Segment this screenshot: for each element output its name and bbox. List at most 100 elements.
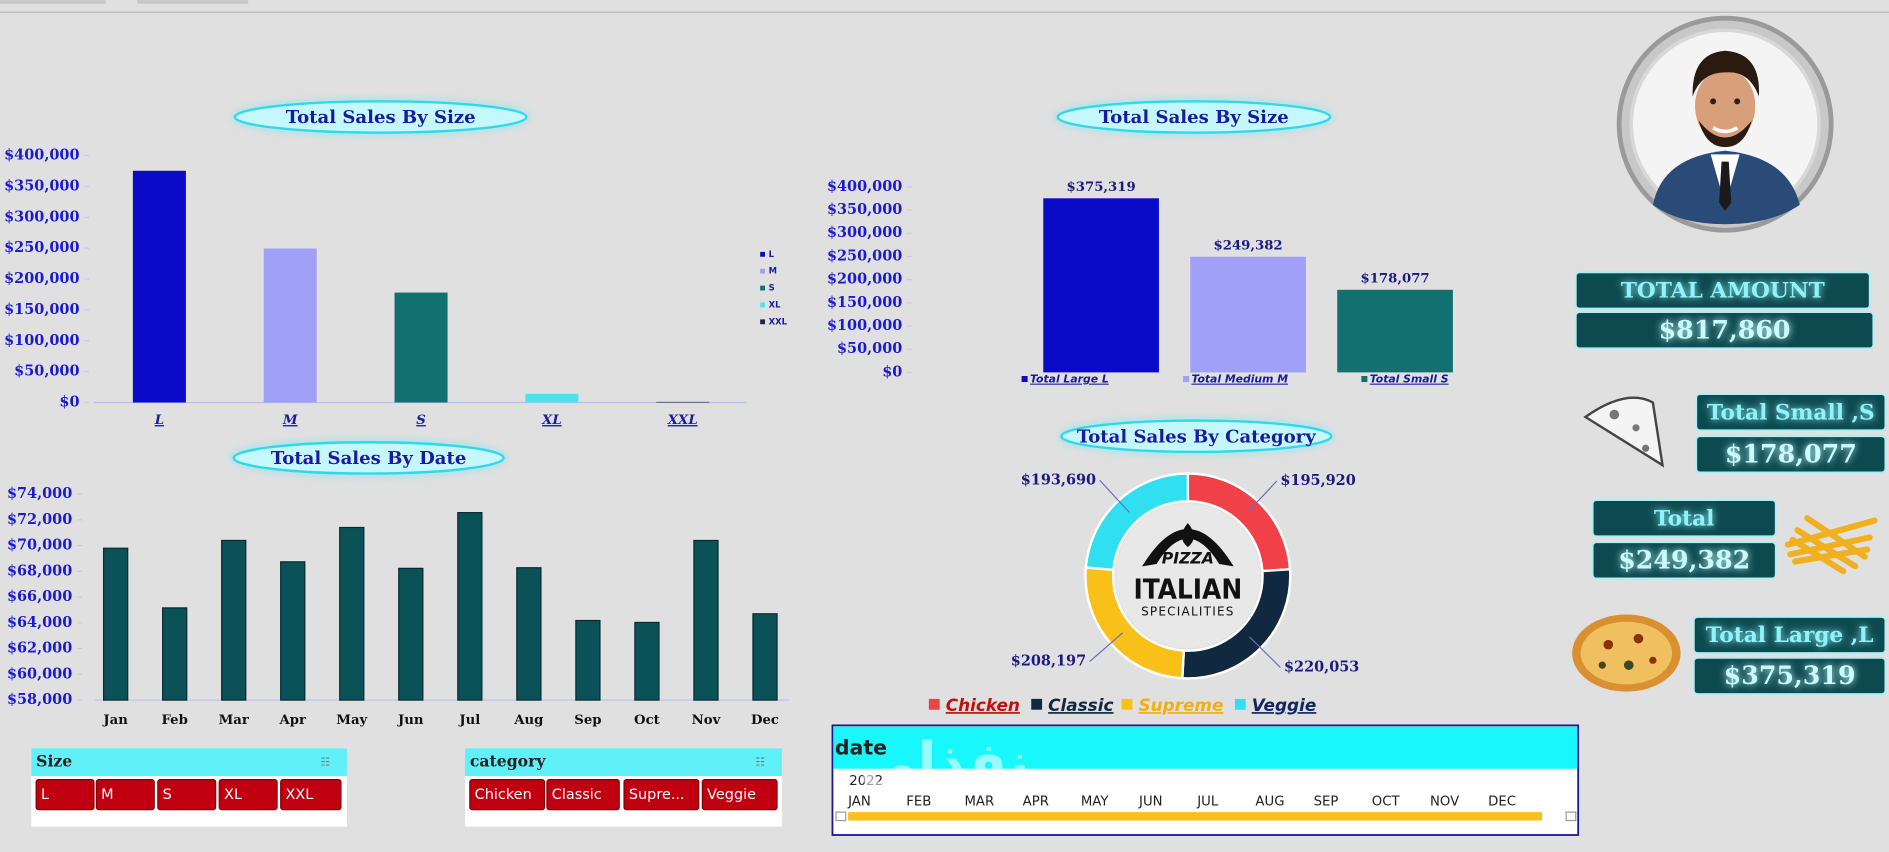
y-tick-label: $300,000 — [4, 208, 79, 225]
x-tick-label: Aug — [513, 713, 543, 728]
y-tick-label: $400,000 — [827, 178, 902, 195]
slicer-button-label[interactable]: Chicken — [475, 787, 532, 803]
y-tick-label: $400,000 — [4, 147, 79, 164]
bar — [162, 607, 188, 701]
timeline-month[interactable]: MAR — [964, 794, 994, 809]
logo-text: PIZZA — [1162, 549, 1214, 568]
slicer-button-label[interactable]: L — [41, 787, 49, 803]
slicer-button[interactable] — [280, 778, 342, 811]
y-tick-label: $350,000 — [827, 201, 902, 218]
timeline-month[interactable]: OCT — [1372, 794, 1401, 809]
sheet-tab[interactable] — [137, 0, 249, 4]
y-tick-label: $50,000 — [837, 340, 902, 357]
kpi-label: Total Large ,L — [1706, 623, 1874, 648]
x-tick-label: Mar — [219, 713, 250, 728]
timeline-month[interactable]: MAY — [1081, 794, 1109, 809]
y-tick-label: $200,000 — [4, 270, 79, 287]
legend-swatch — [760, 302, 765, 308]
legend-swatch — [1183, 376, 1190, 383]
timeline-month[interactable]: JAN — [847, 794, 871, 809]
kpi-label: Total Small ,S — [1707, 400, 1875, 425]
kpi-card — [1695, 435, 1887, 474]
legend-label: Total Medium M — [1191, 373, 1288, 386]
bar — [263, 248, 317, 403]
x-tick-label: L — [154, 413, 164, 428]
x-tick-label: S — [416, 413, 426, 428]
pizza-icon — [1572, 614, 1681, 692]
slicer-button-label[interactable]: XXL — [286, 787, 314, 803]
chart-title: Total Sales By Date — [271, 448, 466, 469]
slicer-filter-icon[interactable]: ☷ — [320, 756, 330, 769]
timeline-month[interactable]: NOV — [1430, 794, 1459, 809]
slicer-button-label[interactable]: M — [101, 787, 113, 803]
kpi-card — [1574, 271, 1871, 310]
timeline-scroll[interactable] — [835, 811, 847, 822]
slicer-button-label[interactable]: XL — [224, 787, 242, 803]
timeline-month[interactable]: DEC — [1488, 794, 1516, 809]
logo-arch — [1142, 529, 1234, 567]
slicer-header — [465, 748, 782, 776]
timeline-month[interactable]: FEB — [906, 794, 931, 809]
logo-text: SPECIALITIES — [1141, 605, 1235, 619]
x-tick-label: XL — [541, 413, 562, 428]
slicer-button-label[interactable]: Veggie — [707, 787, 756, 803]
x-tick-label: Oct — [634, 713, 661, 728]
x-tick-label: Jul — [458, 713, 480, 728]
slicer-button-label[interactable]: S — [163, 787, 172, 803]
y-tick-label: $0 — [59, 394, 79, 411]
slicer-button[interactable] — [623, 778, 700, 811]
kpi-card — [1591, 499, 1777, 538]
timeline-scroll[interactable] — [1565, 811, 1577, 822]
slicer-button[interactable] — [35, 778, 95, 811]
y-tick-label: $250,000 — [827, 247, 902, 264]
timeline-month[interactable]: JUN — [1138, 794, 1163, 809]
slicer-button[interactable] — [701, 778, 778, 811]
kpi-card — [1692, 616, 1887, 654]
y-tick-label: $250,000 — [4, 239, 79, 256]
legend-swatch — [1031, 698, 1043, 710]
kpi-card — [1695, 393, 1887, 432]
kpi-label: Total — [1654, 506, 1714, 531]
x-tick-label: Sep — [574, 713, 601, 728]
legend-swatch — [1021, 376, 1028, 383]
slicer-button[interactable] — [157, 778, 217, 811]
timeline-month[interactable]: AUG — [1255, 794, 1284, 809]
x-tick-label: Feb — [161, 713, 187, 728]
legend-label: Chicken — [946, 695, 1020, 715]
y-tick-label: $60,000 — [7, 665, 72, 682]
slicer-button[interactable] — [218, 778, 278, 811]
kpi-card — [1574, 311, 1875, 350]
logo-bg — [1115, 503, 1261, 649]
y-tick-label: $68,000 — [7, 562, 72, 579]
legend-swatch — [1234, 698, 1246, 710]
slicer-button-label[interactable]: Supre... — [629, 787, 685, 803]
slicer-filter-icon[interactable]: ☷ — [755, 756, 765, 769]
pizza-slice-icon — [1583, 396, 1665, 468]
kpi-label: TOTAL AMOUNT — [1621, 279, 1825, 304]
legend-swatch — [760, 251, 765, 257]
timeline-month[interactable]: SEP — [1314, 794, 1339, 809]
sheet-tab[interactable] — [0, 0, 107, 4]
kpi-value: $375,319 — [1724, 660, 1856, 690]
legend-label: S — [769, 283, 775, 293]
bar — [132, 170, 186, 403]
y-tick-label: $66,000 — [7, 588, 72, 605]
timeline-range[interactable] — [848, 812, 1543, 821]
timeline-month[interactable]: JUL — [1196, 794, 1219, 809]
data-label: $195,920 — [1280, 472, 1355, 489]
y-tick-label: $58,000 — [7, 691, 72, 708]
fries-icon — [1784, 515, 1878, 575]
bar — [634, 621, 660, 701]
slicer-button[interactable] — [546, 778, 620, 811]
legend-swatch — [760, 285, 765, 291]
slicer-button-label[interactable]: Classic — [552, 787, 602, 803]
y-tick-label: $70,000 — [7, 537, 72, 554]
timeline-month[interactable]: APR — [1023, 794, 1049, 809]
slicer-button[interactable] — [469, 778, 546, 811]
slicer-button[interactable] — [95, 778, 155, 811]
y-tick-label: $64,000 — [7, 614, 72, 631]
y-tick-label: $100,000 — [4, 332, 79, 349]
bar — [656, 401, 710, 403]
bar — [752, 613, 778, 701]
